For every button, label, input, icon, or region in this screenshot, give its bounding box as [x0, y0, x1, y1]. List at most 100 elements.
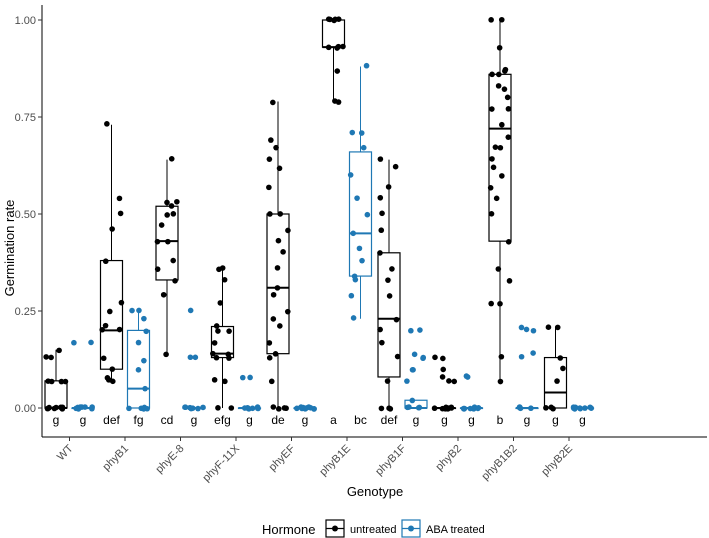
- data-point: [270, 99, 276, 106]
- data-point: [560, 365, 566, 372]
- box-body: [210, 325, 235, 359]
- box-ABA-treated-4: g: [293, 404, 317, 427]
- data-point: [303, 405, 310, 411]
- data-point: [215, 405, 221, 411]
- box-untreated-8: b: [487, 16, 513, 427]
- data-point: [528, 405, 534, 412]
- box-ABA-treated-2: g: [182, 307, 206, 427]
- box-ABA-treated-3: g: [237, 374, 262, 427]
- data-point: [409, 397, 416, 404]
- data-point: [241, 405, 248, 411]
- data-point: [356, 245, 363, 252]
- data-point: [488, 300, 494, 307]
- data-point: [502, 66, 509, 73]
- data-point: [273, 144, 279, 151]
- data-point: [385, 277, 391, 283]
- data-point: [254, 405, 261, 411]
- data-point: [226, 328, 232, 334]
- data-point: [135, 339, 142, 346]
- x-tick-label: WT: [55, 442, 76, 463]
- y-axis-title: Germination rate: [2, 200, 17, 297]
- data-point: [451, 378, 458, 385]
- data-point: [440, 366, 447, 373]
- data-point: [420, 355, 426, 362]
- data-point: [358, 130, 365, 136]
- data-point: [73, 405, 79, 412]
- box-body: [377, 252, 401, 378]
- x-tick-label: phyB1E: [317, 443, 353, 479]
- data-point: [498, 16, 505, 23]
- significance-letter: g: [191, 413, 198, 427]
- data-point: [154, 238, 161, 245]
- box-untreated-1: def: [99, 121, 125, 427]
- data-point: [349, 129, 356, 136]
- significance-letter: g: [468, 413, 475, 427]
- data-point: [211, 340, 218, 346]
- data-point: [168, 156, 175, 162]
- data-point: [228, 405, 235, 411]
- data-point: [141, 315, 147, 322]
- data-point: [215, 328, 221, 334]
- data-point: [164, 199, 170, 206]
- data-point: [505, 134, 512, 140]
- data-point: [379, 339, 385, 346]
- box-ABA-treated-6: g: [404, 327, 428, 427]
- x-tick-label: phyB1F: [373, 442, 408, 477]
- data-point: [274, 285, 281, 291]
- data-point: [143, 328, 150, 335]
- box-body: [99, 259, 124, 370]
- data-point: [99, 326, 106, 333]
- data-point: [392, 163, 399, 170]
- data-point: [363, 62, 370, 69]
- data-point: [107, 308, 113, 315]
- box-ABA-treated-8: g: [515, 324, 539, 427]
- x-tick-label: phyB2E: [539, 443, 575, 479]
- x-tick-label: phyF-11X: [200, 442, 242, 484]
- data-point: [163, 351, 169, 358]
- data-point: [294, 405, 300, 412]
- significance-letter: g: [302, 413, 309, 427]
- data-point: [142, 385, 148, 392]
- data-point: [164, 212, 170, 218]
- data-point: [283, 405, 289, 412]
- data-point: [348, 292, 355, 299]
- data-point: [158, 222, 165, 228]
- data-point: [325, 16, 332, 22]
- data-point: [416, 404, 423, 411]
- data-point: [523, 326, 530, 333]
- data-point: [440, 355, 446, 362]
- legend-key-aba-treated: [401, 519, 421, 538]
- data-point: [360, 144, 367, 151]
- data-point: [275, 237, 282, 244]
- data-point: [272, 351, 279, 357]
- data-point: [116, 326, 123, 333]
- significance-letter: g: [80, 413, 87, 427]
- data-point: [446, 378, 452, 384]
- data-point: [470, 406, 477, 412]
- data-point: [548, 404, 555, 411]
- legend-key-untreated: [325, 519, 345, 538]
- box-body: [44, 380, 68, 409]
- data-point: [136, 307, 142, 314]
- data-point: [332, 98, 338, 104]
- data-point: [577, 405, 583, 411]
- data-point: [587, 404, 593, 411]
- data-point: [499, 173, 505, 179]
- data-point: [354, 195, 360, 201]
- data-point: [277, 323, 283, 329]
- data-point: [213, 354, 220, 361]
- significance-letter: g: [579, 413, 586, 427]
- data-point: [268, 378, 275, 385]
- data-point: [43, 354, 49, 360]
- significance-letter: b: [497, 413, 504, 427]
- data-point: [570, 404, 577, 410]
- box-body: [266, 213, 290, 355]
- data-point: [189, 405, 196, 411]
- data-point: [154, 266, 161, 272]
- data-point: [102, 322, 109, 329]
- data-point: [364, 211, 371, 218]
- data-point: [222, 378, 228, 385]
- data-point: [48, 354, 54, 361]
- data-point: [394, 353, 401, 360]
